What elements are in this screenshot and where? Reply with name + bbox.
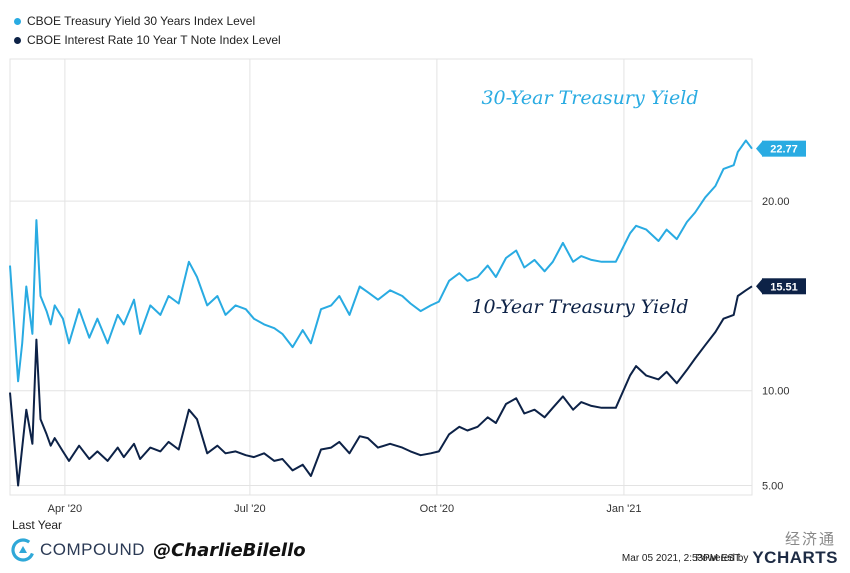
series-line-10y	[9, 285, 753, 487]
y-tick-label: 10.00	[762, 386, 790, 398]
last-value-pointer	[756, 141, 762, 156]
ycharts-logo[interactable]: YCHARTS	[752, 548, 838, 567]
powered-by-label: Powered by	[695, 552, 749, 564]
period-label: Last Year	[12, 518, 63, 532]
last-value-badge	[762, 278, 806, 295]
plot-frame	[9, 58, 753, 496]
last-value-label: 22.77	[770, 144, 798, 156]
legend-label-10y: CBOE Interest Rate 10 Year T Note Index …	[27, 33, 281, 47]
last-value-label: 15.51	[770, 281, 798, 293]
legend-swatch-30y	[14, 18, 21, 25]
annotation-30y: 30-Year Treasury Yield	[481, 87, 698, 109]
timestamp: Mar 05 2021, 2:53PM EST.	[621, 553, 742, 564]
brand: COMPOUND @CharlieBilello	[10, 537, 306, 563]
y-tick-label: 5.00	[762, 481, 783, 493]
x-tick-label: Apr '20	[48, 503, 83, 515]
legend-item-10y[interactable]: CBOE Interest Rate 10 Year T Note Index …	[14, 31, 281, 50]
compound-logo-icon	[11, 538, 35, 562]
x-tick-label: Jul '20	[234, 503, 265, 515]
x-tick-label: Oct '20	[420, 503, 455, 515]
watermark: 经济通	[784, 530, 836, 548]
powered-by: Powered by YCHARTS	[696, 548, 838, 568]
legend-swatch-10y	[14, 37, 21, 44]
brand-handle: @CharlieBilello	[153, 539, 306, 561]
legend: CBOE Treasury Yield 30 Years Index Level…	[14, 12, 281, 50]
legend-label-30y: CBOE Treasury Yield 30 Years Index Level	[27, 14, 256, 28]
brand-name: COMPOUND	[40, 540, 146, 559]
legend-item-30y[interactable]: CBOE Treasury Yield 30 Years Index Level	[14, 12, 281, 31]
series-line-30y	[9, 139, 753, 383]
annotation-10y: 10-Year Treasury Yield	[471, 296, 688, 318]
x-tick-label: Jan '21	[606, 503, 641, 515]
y-tick-label: 20.00	[762, 196, 790, 208]
last-value-badge	[762, 140, 806, 157]
last-value-pointer	[756, 279, 762, 294]
